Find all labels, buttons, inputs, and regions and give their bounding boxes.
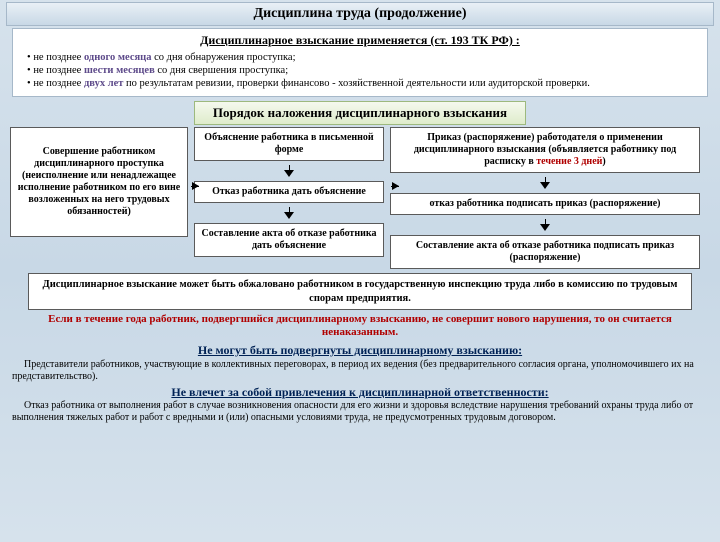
flow-box: Отказ работника дать объяснение <box>194 181 384 203</box>
arrow-down-icon <box>194 207 384 219</box>
flow-columns: Совершение работником дисциплинарного пр… <box>10 127 710 269</box>
flow-col-3: Приказ (распоряжение) работодателя о при… <box>390 127 700 269</box>
footer-heading: Не могут быть подвергнуты дисциплинарном… <box>12 343 708 357</box>
arrow-down-icon <box>194 165 384 177</box>
flow-box: Совершение работником дисциплинарного пр… <box>10 127 188 237</box>
arrow-right-icon <box>392 182 399 190</box>
flow-box: Объяснение работника в письменной форме <box>194 127 384 161</box>
section-heading: Порядок наложения дисциплинарного взыска… <box>194 101 526 125</box>
flow-box: Приказ (распоряжение) работодателя о при… <box>390 127 700 173</box>
flow-col-1: Совершение работником дисциплинарного пр… <box>10 127 188 237</box>
red-note: Если в течение года работник, подвергший… <box>20 313 700 341</box>
intro-item: не позднее одного месяца со дня обнаруже… <box>27 51 699 64</box>
footer-heading: Не влечет за собой привлечения к дисципл… <box>12 385 708 399</box>
flow-box: отказ работника подписать приказ (распор… <box>390 193 700 215</box>
appeal-box: Дисциплинарное взыскание может быть обжа… <box>28 273 692 309</box>
intro-item: не позднее шести месяцев со дня свершени… <box>27 64 699 77</box>
footer-section-1: Не могут быть подвергнуты дисциплинарном… <box>12 343 708 382</box>
intro-heading: Дисциплинарное взыскание применяется (ст… <box>21 33 699 48</box>
intro-list: не позднее одного месяца со дня обнаруже… <box>21 51 699 90</box>
footer-body: Отказ работника от выполнения работ в сл… <box>12 400 708 424</box>
flow-col-2: Объяснение работника в письменной форме … <box>194 127 384 257</box>
arrow-down-icon <box>390 219 700 231</box>
flow-box: Составление акта об отказе работника дат… <box>194 223 384 257</box>
arrow-down-icon <box>390 177 700 189</box>
flow-box: Составление акта об отказе работника под… <box>390 235 700 269</box>
arrow-right-icon <box>192 182 199 190</box>
footer-section-2: Не влечет за собой привлечения к дисципл… <box>12 385 708 424</box>
intro-block: Дисциплинарное взыскание применяется (ст… <box>12 28 708 97</box>
page-title: Дисциплина труда (продолжение) <box>6 2 714 26</box>
footer-body: Представители работников, участвующие в … <box>12 359 708 383</box>
intro-item: не позднее двух лет по результатам ревиз… <box>27 77 699 90</box>
